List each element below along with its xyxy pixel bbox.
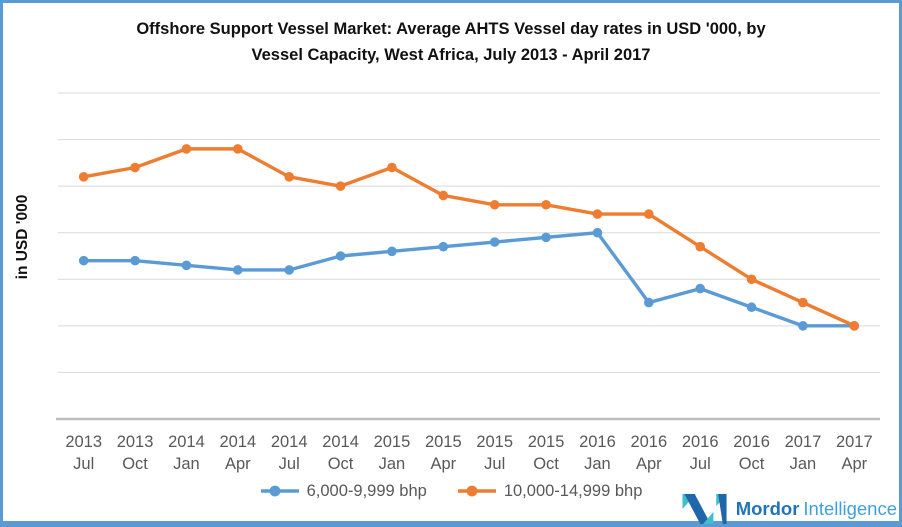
data-point-s0 [181,260,192,271]
data-point-s0 [644,297,654,308]
data-point-s1 [798,297,808,308]
x-tick-label: 2016 Jul [682,433,719,473]
legend-label: 6,000-9,999 bhp [306,481,427,500]
data-point-s0 [438,241,449,252]
x-tick-label: 2013 Oct [117,433,154,473]
x-tick-label: 2014 Oct [322,433,359,473]
data-point-s1 [284,172,294,182]
legend-line-marker-icon [457,485,496,497]
legend-line-marker-icon [260,485,299,497]
data-point-s0 [387,246,397,257]
x-tick-label: 2014 Jan [168,433,205,473]
data-point-s0 [746,302,757,313]
chart-title-line1: Offshore Support Vessel Market: Average … [136,20,766,38]
data-point-s1 [849,321,860,331]
data-point-s1 [695,241,705,252]
x-tick-label: 2014 Apr [219,433,256,473]
data-point-s1 [181,144,192,154]
data-point-s0 [489,237,500,247]
data-point-s0 [233,265,243,275]
mordor-intelligence-logo: Mordor Intelligence [681,494,897,524]
data-point-s0 [798,321,808,331]
data-point-s0 [130,255,140,266]
data-point-s1 [438,190,449,201]
x-tick-label: 2016 Oct [733,433,770,473]
x-tick-label: 2016 Jan [579,433,616,473]
data-point-s0 [592,227,603,238]
data-point-s1 [489,199,500,210]
chart-legend: 6,000-9,999 bhp 10,000-14,999 bhp [0,480,902,502]
legend-item-series-0: 6,000-9,999 bhp [260,482,427,501]
x-tick-label: 2015 Jan [374,433,411,473]
data-point-s0 [78,255,89,266]
x-tick-label: 2015 Oct [528,433,565,473]
data-point-s0 [695,283,705,294]
logo-text: Mordor Intelligence [736,498,897,520]
data-point-s1 [78,172,89,182]
series-line-0 [81,231,857,328]
data-point-s0 [284,265,294,275]
data-point-s0 [541,232,551,243]
x-tick-label: 2013 Jul [65,433,102,473]
x-tick-label: 2016 Apr [630,433,667,473]
data-point-s1 [746,274,757,285]
mordor-logo-icon [682,494,727,524]
data-point-s1 [233,144,243,154]
x-tick-label: 2014 Jul [271,433,308,473]
logo-text-secondary: Intelligence [803,498,897,519]
data-point-s1 [592,209,603,219]
chart-title: Offshore Support Vessel Market: Average … [40,16,862,68]
legend-item-series-1: 10,000-14,999 bhp [457,481,643,501]
x-tick-label: 2017 Jan [785,433,822,473]
x-tick-label: 2017 Apr [836,433,873,473]
data-point-s1 [335,181,346,191]
data-point-s1 [541,199,551,210]
y-axis-title: in USD '000 [14,194,31,280]
legend-label: 10,000-14,999 bhp [503,481,643,500]
chart-title-line2: Vessel Capacity, West Africa, July 2013 … [251,46,651,64]
x-tick-label: 2015 Jul [476,433,513,473]
logo-text-primary: Mordor [735,498,800,519]
data-point-s1 [387,162,397,173]
x-tick-label: 2015 Apr [425,433,462,473]
data-point-s1 [644,209,654,219]
series-line-1 [81,147,857,328]
data-point-s1 [130,162,140,173]
data-point-s0 [335,251,346,261]
